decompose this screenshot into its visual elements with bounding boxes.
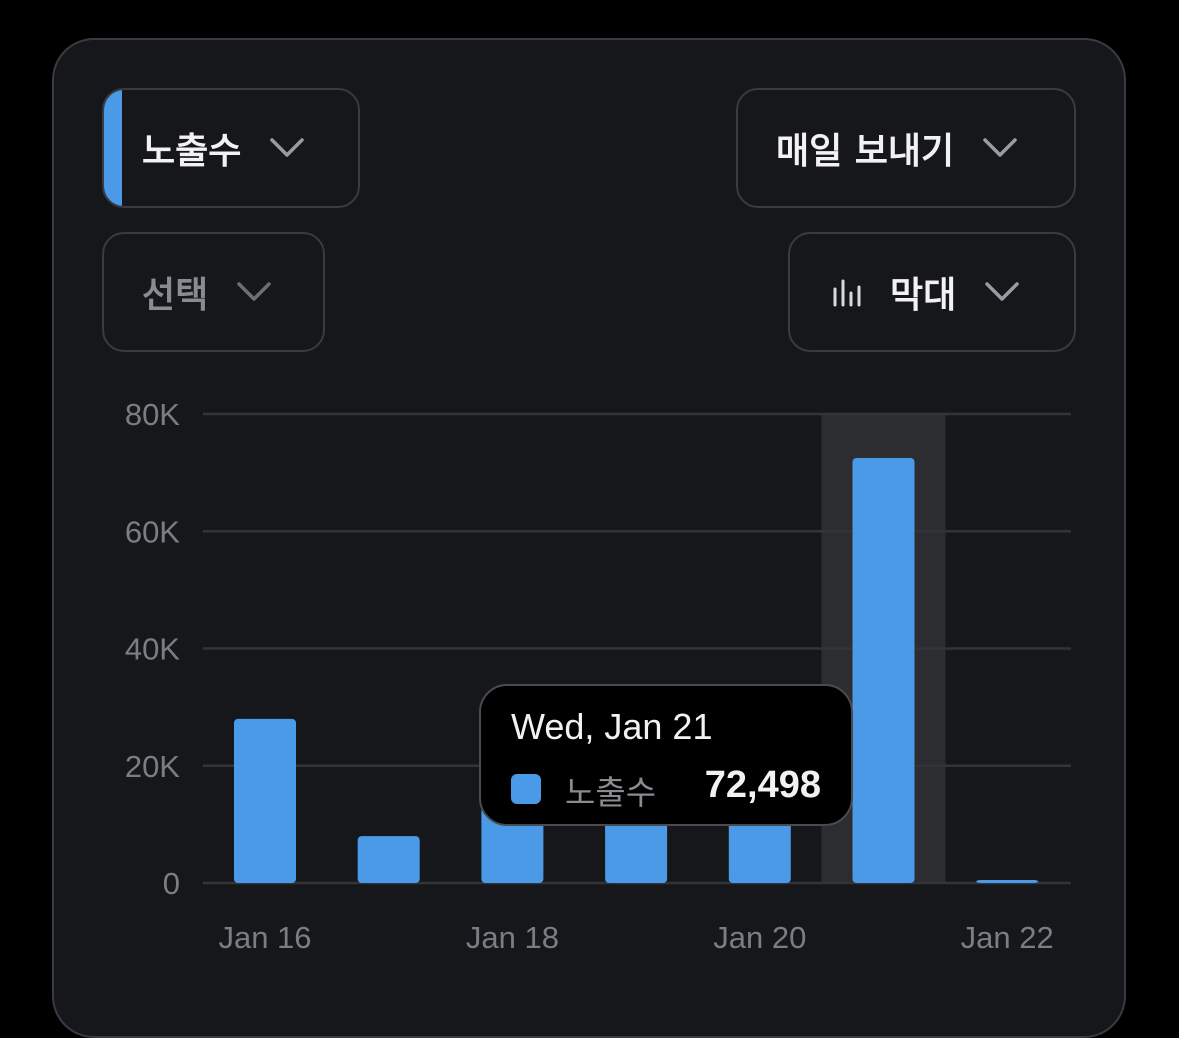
chart-tooltip: Wed, Jan 21 노출수 72,498 bbox=[479, 684, 853, 826]
y-tick-label: 40K bbox=[125, 632, 180, 667]
chevron-down-icon bbox=[270, 138, 305, 157]
bar-jan-17 bbox=[357, 836, 420, 883]
chevron-down-icon bbox=[985, 282, 1019, 301]
chart-type-dropdown[interactable]: 막대 bbox=[788, 232, 1076, 352]
y-tick-label: 0 bbox=[163, 866, 180, 901]
bar-jan-21 bbox=[852, 457, 915, 883]
bar-chart-icon bbox=[833, 279, 861, 307]
x-tick-label: Jan 22 bbox=[961, 920, 1054, 955]
tooltip-series-swatch bbox=[511, 774, 541, 804]
bar-chart: 0 20K 40K 60K 80K Jan 16 Jan 18 Jan 20 Jan 22 bbox=[125, 397, 1071, 955]
metric-dropdown[interactable]: 노출수 bbox=[102, 88, 360, 208]
x-tick-label: Jan 20 bbox=[713, 920, 806, 955]
compare-select-label: 선택 bbox=[142, 275, 209, 316]
chevron-down-icon bbox=[237, 282, 271, 301]
bar-jan-22 bbox=[976, 880, 1039, 883]
send-frequency-dropdown[interactable]: 매일 보내기 bbox=[736, 88, 1076, 208]
x-tick-label: Jan 16 bbox=[218, 920, 311, 955]
chart-type-label: 막대 bbox=[890, 275, 957, 316]
compare-select-dropdown[interactable]: 선택 bbox=[102, 232, 325, 352]
bar-jan-16 bbox=[234, 718, 296, 883]
metric-color-indicator bbox=[104, 90, 122, 206]
tooltip-series-name: 노출수 bbox=[565, 773, 657, 812]
send-frequency-label: 매일 보내기 bbox=[776, 131, 955, 172]
chevron-down-icon bbox=[983, 138, 1017, 157]
tooltip-date: Wed, Jan 21 bbox=[511, 706, 713, 747]
y-tick-label: 20K bbox=[125, 749, 180, 784]
y-tick-label: 80K bbox=[125, 397, 180, 432]
y-tick-label: 60K bbox=[125, 514, 180, 549]
metric-dropdown-label: 노출수 bbox=[142, 131, 242, 172]
x-tick-label: Jan 18 bbox=[466, 920, 559, 955]
tooltip-value: 72,498 bbox=[704, 764, 821, 806]
